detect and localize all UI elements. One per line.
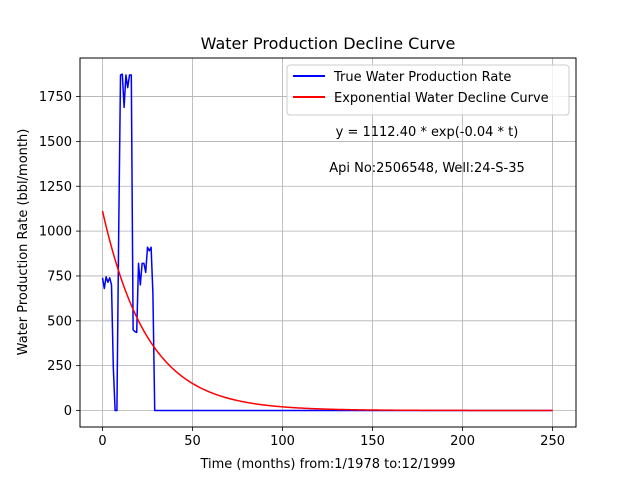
legend-label-exponential: Exponential Water Decline Curve xyxy=(334,91,549,106)
series-line-true-water-production-rate xyxy=(101,73,553,412)
well-info-annotation: Api No:2506548, Well:24-S-35 xyxy=(329,161,525,176)
y-tick-label: 0 xyxy=(64,404,72,419)
x-tick-label: 150 xyxy=(360,434,385,449)
legend-label-true-rate: True Water Production Rate xyxy=(333,70,511,85)
plot-area xyxy=(101,73,553,412)
x-tick-label: 200 xyxy=(450,434,475,449)
legend: True Water Production Rate Exponential W… xyxy=(286,64,570,116)
y-tick-label: 500 xyxy=(47,314,72,329)
y-tick-label: 1750 xyxy=(39,90,72,105)
y-tick-label: 1000 xyxy=(39,225,72,240)
axes-frame xyxy=(79,57,577,428)
y-tick-label: 750 xyxy=(47,269,72,284)
x-tick-label: 50 xyxy=(184,434,201,449)
y-tick-label: 1250 xyxy=(39,180,72,195)
x-tick-label: 100 xyxy=(270,434,295,449)
x-tick-label: 250 xyxy=(540,434,565,449)
x-axis-label: Time (months) from:1/1978 to:12/1999 xyxy=(199,457,455,472)
series-line-exponential-decline-curve xyxy=(101,210,553,412)
legend-box xyxy=(286,64,570,116)
y-tick-label: 1500 xyxy=(39,135,72,150)
x-tick-label: 0 xyxy=(98,434,106,449)
chart-title: Water Production Decline Curve xyxy=(201,34,456,53)
y-axis-label: Water Production Rate (bbl/month) xyxy=(16,129,31,356)
fit-equation-annotation: y = 1112.40 * exp(-0.04 * t) xyxy=(336,125,519,140)
y-tick-label: 250 xyxy=(47,359,72,374)
axis-ticks: 0 50 100 150 200 250 0 250 500 750 1000 1250 1500 175… xyxy=(39,90,565,449)
